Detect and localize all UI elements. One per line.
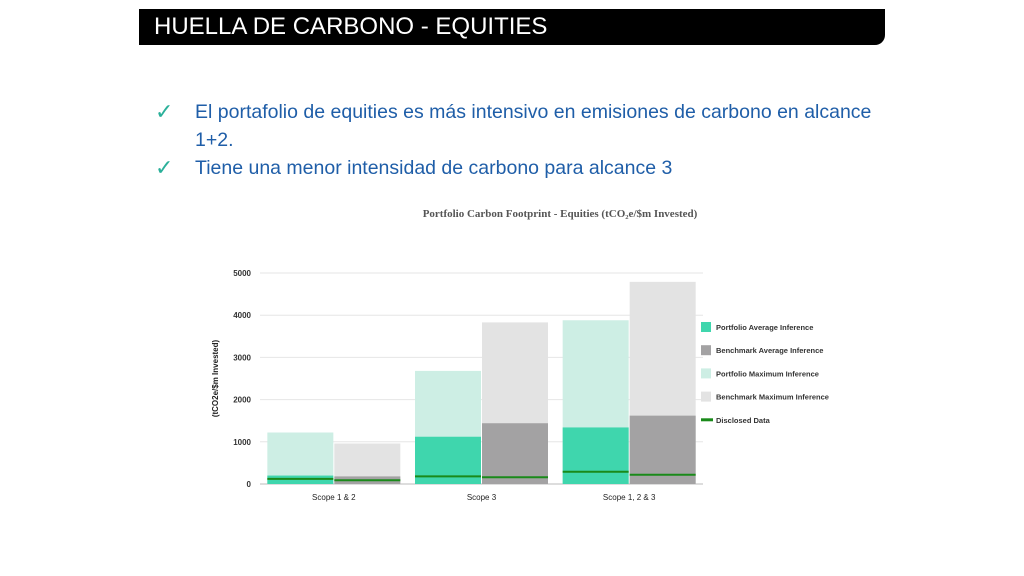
bullet-list: ✓ El portafolio de equities es más inten…: [155, 98, 875, 182]
page-title: HUELLA DE CARBONO - EQUITIES: [154, 13, 548, 40]
y-axis-label: (tCO2e/$m Invested): [211, 339, 220, 417]
legend-swatch: [701, 322, 711, 332]
bar-portfolio-avg: [562, 427, 629, 484]
legend-label: Portfolio Average Inference: [716, 323, 813, 332]
y-tick-label: 4000: [233, 311, 251, 320]
carbon-footprint-chart: 0 1000 2000 3000 4000 5000 (tCO2e/$m Invested)…: [211, 269, 829, 502]
legend-swatch: [701, 391, 711, 402]
checkmark-icon: ✓: [155, 155, 174, 180]
bullet-item: ✓ Tiene una menor intensidad de carbono …: [155, 154, 875, 182]
y-tick-label: 0: [247, 480, 252, 489]
legend-swatch: [701, 368, 711, 379]
y-tick-label: 2000: [233, 396, 251, 405]
y-tick-label: 5000: [233, 269, 251, 278]
title-bar: HUELLA DE CARBONO - EQUITIES: [139, 9, 885, 45]
bar-benchmark-avg: [629, 415, 696, 484]
bar-portfolio-max: [267, 432, 334, 484]
y-tick-label: 1000: [233, 438, 251, 447]
legend-swatch: [701, 418, 713, 422]
legend-label: Benchmark Maximum Inference: [716, 393, 829, 402]
checkmark-icon: ✓: [155, 99, 174, 124]
legend-label: Benchmark Average Inference: [716, 346, 823, 355]
y-tick-label: 3000: [233, 353, 251, 362]
bullet-text: El portafolio de equities es más intensi…: [195, 101, 872, 151]
x-tick-label: Scope 3: [467, 493, 497, 502]
legend-swatch: [701, 345, 711, 356]
x-tick-label: Scope 1 & 2: [312, 493, 356, 502]
legend-label: Disclosed Data: [716, 416, 771, 425]
bar-benchmark-avg: [482, 423, 548, 484]
legend-label: Portfolio Maximum Inference: [716, 369, 819, 378]
x-tick-label: Scope 1, 2 & 3: [603, 493, 656, 502]
bullet-item: ✓ El portafolio de equities es más inten…: [155, 98, 875, 154]
chart-title: Portfolio Carbon Footprint - Equities (t…: [422, 208, 698, 220]
bullet-text: Tiene una menor intensidad de carbono pa…: [195, 157, 673, 179]
